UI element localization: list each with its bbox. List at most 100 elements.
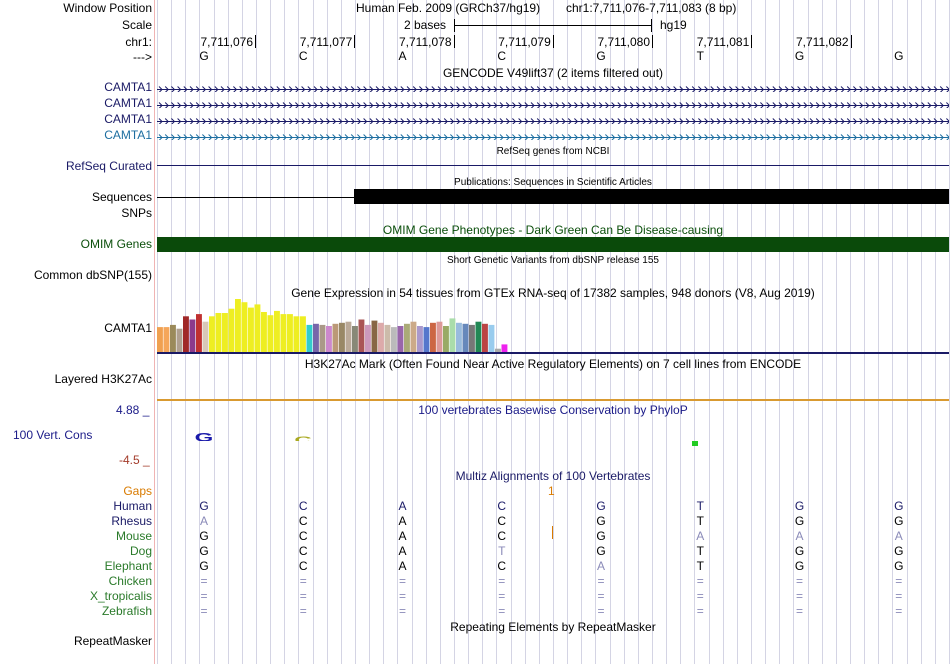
refseq-label[interactable]: RefSeq Curated: [65, 159, 152, 173]
gtex-tissue-bar[interactable]: [469, 324, 475, 353]
gtex-tissue-bar[interactable]: [267, 315, 274, 353]
gtex-tissue-bar[interactable]: [352, 326, 358, 353]
grid-line: [468, 0, 469, 664]
gencode-transcript[interactable]: [157, 83, 949, 92]
gtex-tissue-bar[interactable]: [378, 322, 384, 353]
sequences-label[interactable]: Sequences: [91, 190, 152, 204]
gtex-tissue-bar[interactable]: [222, 313, 228, 353]
gtex-tissue-bar[interactable]: [449, 318, 456, 353]
gtex-tissue-bar[interactable]: [339, 322, 345, 353]
gtex-tissue-bar[interactable]: [462, 323, 469, 353]
gtex-tissue-bar[interactable]: [170, 324, 176, 353]
gtex-tissue-bar[interactable]: [345, 321, 352, 353]
gtex-tissue-bar[interactable]: [241, 302, 248, 353]
gtex-tissue-bar[interactable]: [436, 321, 443, 353]
gtex-tissue-bar[interactable]: [488, 324, 495, 353]
species-label[interactable]: Zebrafish: [101, 604, 152, 618]
alignment-base: G: [794, 559, 805, 573]
grid-line: [694, 0, 695, 664]
species-label[interactable]: Rhesus: [111, 514, 152, 528]
gtex-tissue-bar[interactable]: [287, 314, 293, 353]
gtex-tissue-bar[interactable]: [306, 324, 313, 353]
gtex-tissue-bar[interactable]: [397, 326, 404, 353]
omim-label[interactable]: OMIM Genes: [80, 237, 152, 251]
gtex-tissue-bar[interactable]: [293, 316, 300, 353]
position-text[interactable]: chr1:7,711,076-7,711,083 (8 bp): [566, 1, 737, 15]
publication-line[interactable]: [157, 197, 354, 198]
gtex-tissue-bar[interactable]: [501, 344, 508, 353]
gtex-expression-chart[interactable]: [157, 298, 557, 354]
gencode-transcript[interactable]: [157, 99, 949, 108]
gtex-tissue-bar[interactable]: [261, 312, 267, 353]
gtex-tissue-bar[interactable]: [495, 348, 501, 353]
gtex-tissue-bar[interactable]: [391, 327, 397, 353]
snps-label[interactable]: SNPs: [121, 206, 152, 220]
alignment-base: A: [894, 529, 903, 543]
gencode-transcript-label[interactable]: CAMTA1: [104, 80, 152, 94]
gtex-tissue-bar[interactable]: [189, 319, 196, 354]
alignment-base: A: [696, 529, 705, 543]
repeatmasker-label[interactable]: RepeatMasker: [73, 634, 152, 648]
gtex-tissue-bar[interactable]: [358, 319, 365, 354]
species-label[interactable]: X_tropicalis: [89, 589, 152, 603]
h3k27ac-label[interactable]: Layered H3K27Ac: [54, 372, 152, 386]
gtex-tissue-bar[interactable]: [157, 327, 163, 353]
gtex-tissue-bar[interactable]: [332, 323, 339, 353]
gtex-tissue-bar[interactable]: [202, 321, 209, 353]
gtex-tissue-bar[interactable]: [319, 324, 326, 353]
dbsnp-label[interactable]: Common dbSNP(155): [33, 268, 152, 282]
species-label[interactable]: Chicken: [108, 574, 152, 588]
gtex-tissue-bar[interactable]: [384, 324, 391, 353]
gtex-tissue-bar[interactable]: [300, 316, 306, 353]
gtex-tissue-bar[interactable]: [254, 304, 261, 353]
gtex-tissue-bar[interactable]: [326, 326, 332, 353]
gtex-tissue-bar[interactable]: [430, 322, 436, 353]
publication-block[interactable]: [354, 189, 949, 204]
gencode-transcript-label[interactable]: CAMTA1: [104, 112, 152, 126]
species-label[interactable]: Mouse: [115, 529, 152, 543]
conservation-label[interactable]: 100 Vert. Cons: [13, 428, 93, 442]
gtex-tissue-bar[interactable]: [456, 322, 462, 353]
gencode-transcript-label[interactable]: CAMTA1: [104, 128, 152, 142]
species-label[interactable]: Human: [113, 499, 152, 513]
coordinate-tick: [751, 35, 752, 48]
gtex-tissue-bar[interactable]: [176, 328, 183, 353]
species-label[interactable]: Elephant: [104, 559, 152, 573]
alignment-base: A: [795, 529, 804, 543]
omim-gene-block[interactable]: [157, 237, 949, 252]
svg-text:C: C: [295, 436, 312, 441]
svg-text:G: G: [195, 433, 214, 441]
alignment-base: =: [895, 589, 903, 603]
species-label[interactable]: Dog: [129, 544, 152, 558]
alignment-base: =: [299, 574, 307, 588]
gtex-tissue-bar[interactable]: [280, 314, 287, 353]
gtex-tissue-bar[interactable]: [404, 323, 410, 353]
gencode-transcript[interactable]: [157, 115, 949, 124]
gtex-tissue-bar[interactable]: [482, 323, 488, 353]
gtex-tissue-bar[interactable]: [248, 307, 254, 353]
gtex-tissue-bar[interactable]: [313, 323, 319, 353]
gtex-tissue-bar[interactable]: [196, 314, 202, 353]
gtex-tissue-bar[interactable]: [215, 313, 222, 353]
alignment-base: G: [199, 544, 209, 558]
gtex-tissue-bar[interactable]: [423, 327, 430, 353]
gtex-label[interactable]: CAMTA1: [104, 321, 152, 335]
gencode-transcript[interactable]: [157, 131, 949, 140]
gtex-tissue-bar[interactable]: [163, 327, 170, 353]
gtex-tissue-bar[interactable]: [235, 299, 241, 353]
gtex-tissue-bar[interactable]: [410, 321, 417, 353]
gtex-tissue-bar[interactable]: [475, 321, 482, 353]
gtex-tissue-bar[interactable]: [183, 316, 189, 353]
gencode-transcript-label[interactable]: CAMTA1: [104, 96, 152, 110]
gtex-tissue-bar[interactable]: [274, 310, 280, 353]
gtex-tissue-bar[interactable]: [417, 326, 423, 353]
conservation-marker: [692, 441, 698, 446]
alignment-base: G: [894, 544, 904, 558]
gtex-tissue-bar[interactable]: [228, 308, 235, 353]
refseq-gene-line[interactable]: [157, 165, 949, 166]
gtex-tissue-bar[interactable]: [443, 326, 449, 353]
coordinate-tick: [255, 35, 256, 48]
gtex-tissue-bar[interactable]: [371, 320, 378, 353]
gtex-tissue-bar[interactable]: [209, 316, 215, 353]
gtex-tissue-bar[interactable]: [365, 324, 371, 353]
